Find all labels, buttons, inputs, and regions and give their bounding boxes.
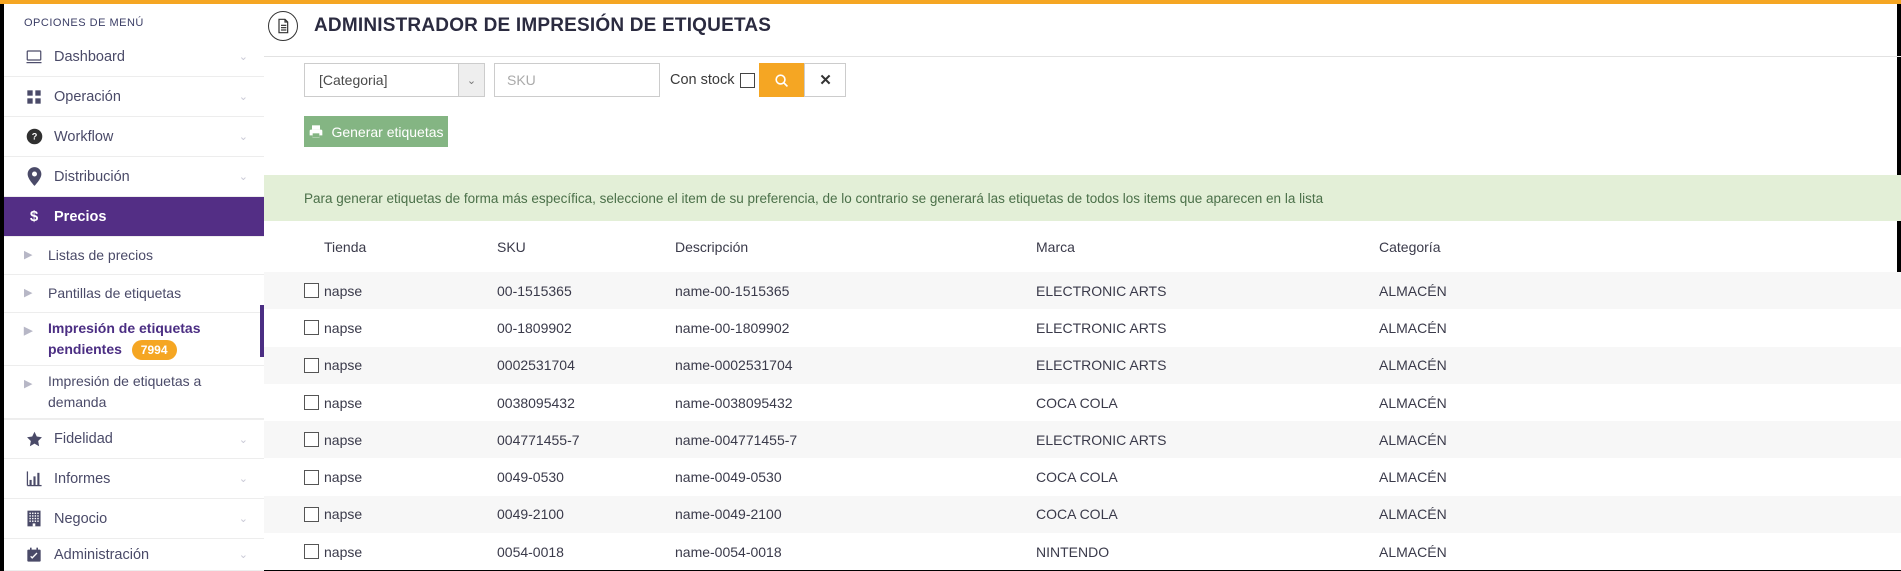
svg-text:?: ? — [31, 132, 37, 142]
